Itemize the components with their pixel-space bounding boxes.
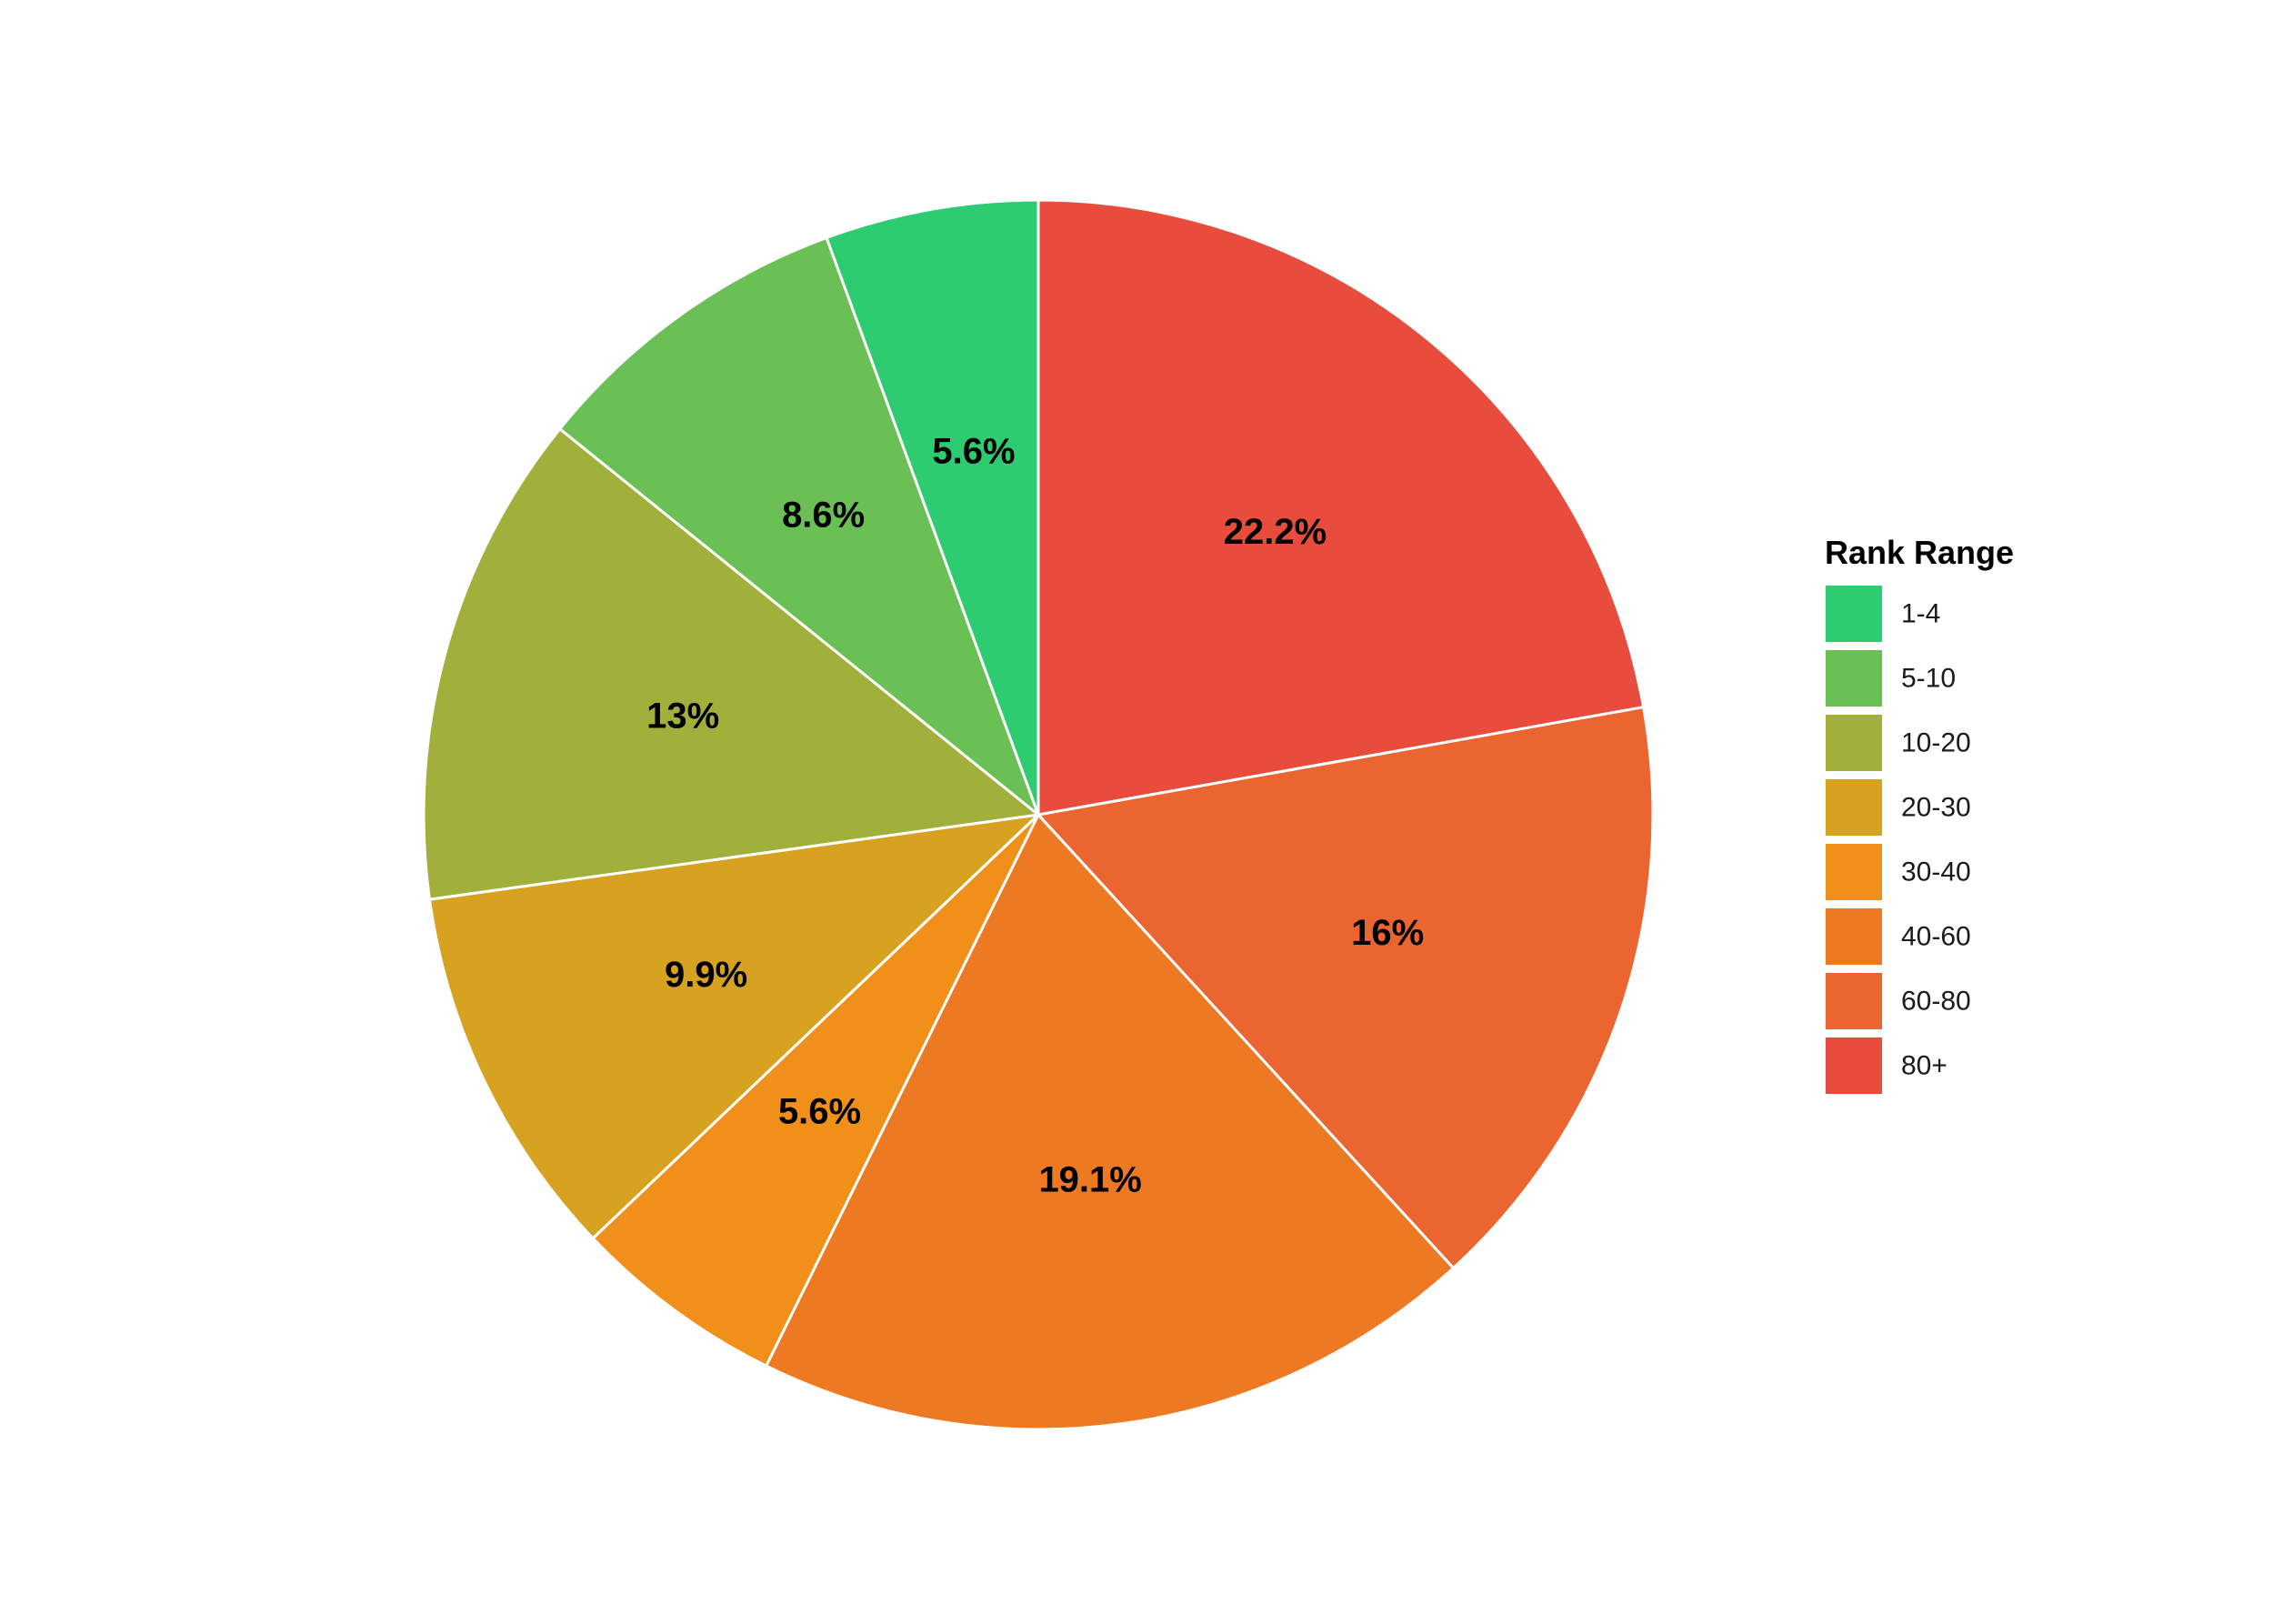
- legend-label-60-80: 60-80: [1901, 987, 1971, 1017]
- slice-label-1-4: 5.6%: [932, 432, 1015, 472]
- pie-slice-40-60: [764, 812, 1456, 1431]
- pie-slice-30-40: [591, 813, 1040, 1368]
- legend-swatch-60-80: [1824, 971, 1884, 1031]
- slice-label-40-60: 19.1%: [1038, 1160, 1141, 1200]
- legend-swatch-20-30: [1824, 777, 1884, 837]
- slice-label-10-20: 13%: [646, 697, 719, 737]
- legend-swatch-80plus: [1824, 1036, 1884, 1096]
- pie-slice-1-4: [825, 198, 1040, 816]
- pie-labels: 22.2% 16% 19.1% 5.6% 9.9% 13% 8.6% 5.6%: [646, 432, 1424, 1200]
- legend-label-30-40: 30-40: [1901, 857, 1971, 887]
- pie-slice-20-30: [427, 812, 1043, 1240]
- legend-swatch-30-40: [1824, 842, 1884, 902]
- legend-label-5-10: 5-10: [1901, 664, 1956, 694]
- legend-label-40-60: 40-60: [1901, 922, 1971, 952]
- legend-swatch-5-10: [1824, 648, 1884, 708]
- pie-slice-5-10: [557, 236, 1042, 819]
- slice-label-20-30: 9.9%: [665, 955, 747, 995]
- legend-title: Rank Range: [1825, 534, 2014, 571]
- pie-slice-60-80: [1036, 705, 1655, 1270]
- pie-slice-80plus: [1036, 198, 1646, 817]
- legend-label-80plus: 80+: [1901, 1051, 1948, 1081]
- legend-label-20-30: 20-30: [1901, 793, 1971, 823]
- slice-label-60-80: 16%: [1351, 913, 1424, 953]
- slice-label-80plus: 22.2%: [1224, 512, 1327, 552]
- legend-label-1-4: 1-4: [1901, 599, 1940, 629]
- pie-slice-10-20: [422, 426, 1042, 901]
- legend-swatch-40-60: [1824, 907, 1884, 967]
- legend-label-10-20: 10-20: [1901, 728, 1971, 758]
- legend-items: 1-4 5-10 10-20 20-30 30-40 40-60 60-80 80+: [1824, 584, 1971, 1096]
- pie-slices: [422, 198, 1655, 1431]
- legend-swatch-10-20: [1824, 713, 1884, 773]
- legend: Rank Range 1-4 5-10 10-20 20-30 30-40 40-60 60…: [1824, 534, 2014, 1096]
- slice-label-30-40: 5.6%: [778, 1092, 861, 1132]
- legend-swatch-1-4: [1824, 584, 1884, 644]
- slice-label-5-10: 8.6%: [782, 495, 865, 535]
